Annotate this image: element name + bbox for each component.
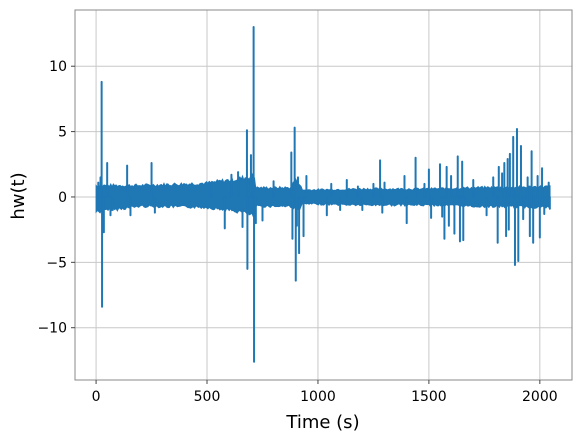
x-axis-ticks: 0 500 1000 1500 2000 — [92, 380, 558, 405]
x-tick-label: 2000 — [522, 389, 558, 405]
y-axis-ticks: −10 −5 0 5 10 — [37, 59, 75, 337]
axes-frame — [74, 9, 573, 381]
y-tick-label: 5 — [58, 125, 67, 141]
series-hw — [95, 25, 551, 363]
y-tick-label: −10 — [37, 321, 67, 337]
x-tick-label: 0 — [92, 389, 101, 405]
x-tick-label: 500 — [194, 389, 221, 405]
x-tick-label: 1500 — [411, 389, 447, 405]
x-tick-label: 1000 — [300, 389, 336, 405]
y-tick-label: −5 — [46, 255, 67, 271]
y-axis-label: hw(t) — [8, 172, 29, 219]
y-tick-label: 0 — [58, 190, 67, 206]
x-axis-label: Time (s) — [285, 412, 359, 433]
y-tick-label: 10 — [49, 59, 67, 75]
